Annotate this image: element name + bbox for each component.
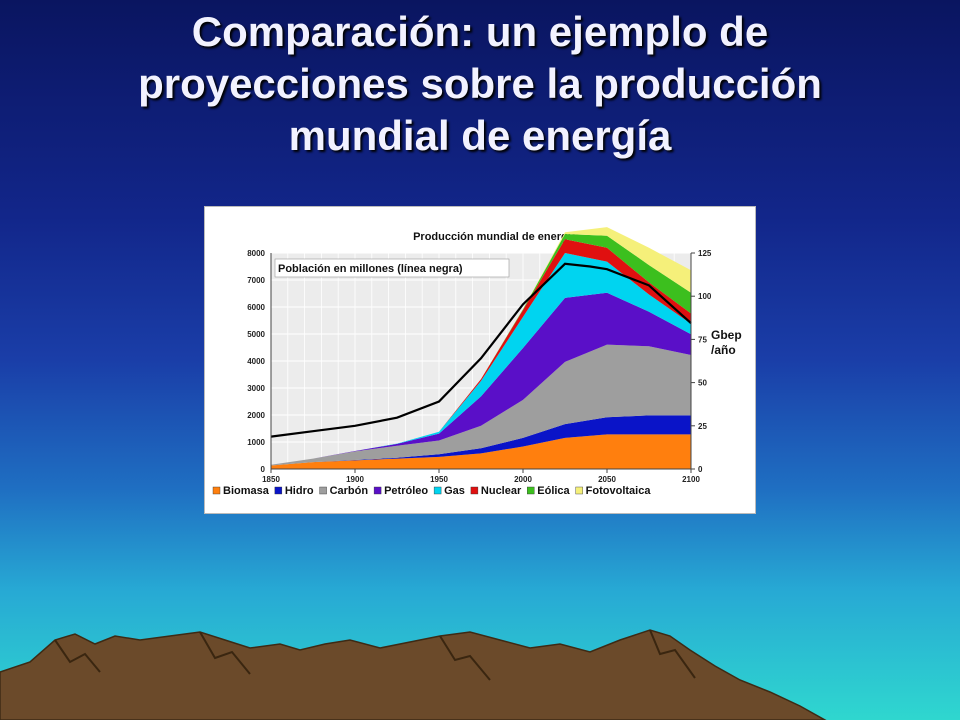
right-axis-label-line-2: /año xyxy=(711,343,736,357)
x-tick-1950: 1950 xyxy=(430,475,448,484)
right-tick-75: 75 xyxy=(698,335,707,344)
mountain-range xyxy=(0,629,827,720)
legend-swatch-gas xyxy=(433,486,442,495)
area-biomasa xyxy=(271,434,691,469)
area-fotovoltaica xyxy=(271,227,691,465)
legend-label-carbón: Carbón xyxy=(330,485,369,497)
legend-swatch-petróleo xyxy=(373,486,382,495)
right-tick-100: 100 xyxy=(698,292,712,301)
legend-swatch-eólica xyxy=(527,486,535,495)
right-tick-50: 50 xyxy=(698,379,707,388)
stacked-areas xyxy=(271,227,691,469)
x-tick-2000: 2000 xyxy=(514,475,532,484)
legend-label-hidro: Hidro xyxy=(285,485,314,497)
area-petróleo xyxy=(271,292,691,465)
annotation-group: Población en millones (línea negra) xyxy=(274,258,510,278)
axes: 0 1000 2000 3000 4000 5000 6000 7000 8000 0 25 50 75… xyxy=(247,249,712,484)
legend-label-eólica: Eólica xyxy=(537,485,570,497)
legend-swatch-carbón xyxy=(319,486,327,495)
mountain-ridge-2 xyxy=(199,631,251,675)
population-line xyxy=(270,262,692,438)
left-tick-7000: 7000 xyxy=(247,276,265,285)
mountain-ridge-3 xyxy=(439,635,491,681)
x-tick-1900: 1900 xyxy=(346,475,364,484)
legend-swatch-biomasa xyxy=(212,486,221,495)
mountain-ridge-1 xyxy=(54,639,101,673)
x-tick-1850: 1850 xyxy=(262,475,280,484)
slide-title-line-2: proyecciones sobre la producción xyxy=(138,60,822,107)
legend-swatch-hidro xyxy=(274,486,283,495)
left-tick-3000: 3000 xyxy=(247,384,265,393)
legend-label-nuclear: Nuclear xyxy=(481,485,522,497)
mountain-ridge-4 xyxy=(649,629,696,679)
slide-title-line-1: Comparación: un ejemplo de xyxy=(191,8,769,55)
left-tick-8000: 8000 xyxy=(247,249,265,258)
legend-swatch-nuclear xyxy=(470,486,479,495)
left-tick-1000: 1000 xyxy=(247,438,265,447)
chart-title: Producción mundial de energía xyxy=(413,231,578,243)
left-tick-6000: 6000 xyxy=(247,303,265,312)
right-axis-label-line-1: Gbep xyxy=(711,328,742,342)
x-tick-2100: 2100 xyxy=(682,475,700,484)
area-carbón xyxy=(271,344,691,466)
right-tick-0: 0 xyxy=(698,465,703,474)
left-tick-0: 0 xyxy=(261,465,266,474)
right-tick-125: 125 xyxy=(698,249,712,258)
legend-label-fotovoltaica: Fotovoltaica xyxy=(586,485,652,497)
population-line-group xyxy=(270,262,692,438)
left-tick-5000: 5000 xyxy=(247,330,265,339)
left-tick-4000: 4000 xyxy=(247,357,265,366)
legend: Biomasa Hidro Carbón Petróleo Gas Nuclear Eóli… xyxy=(212,485,652,497)
annotation-box xyxy=(274,258,510,278)
slide-title: Comparación: un ejemplo de proyecciones … xyxy=(0,6,960,162)
chart-frame: Producción mundial de energía 0 1000 2000 3… xyxy=(204,206,756,514)
legend-label-biomasa: Biomasa xyxy=(223,485,270,497)
right-tick-25: 25 xyxy=(698,422,707,431)
x-tick-2050: 2050 xyxy=(598,475,616,484)
legend-swatch-fotovoltaica xyxy=(575,486,583,495)
energy-production-chart: Producción mundial de energía 0100020003… xyxy=(212,227,742,497)
population-annotation: Población en millones (línea negra) xyxy=(278,263,463,275)
area-hidro xyxy=(271,415,691,466)
legend-label-gas: Gas xyxy=(444,485,465,497)
right-axis-label: Gbep /año xyxy=(711,328,742,357)
left-tick-2000: 2000 xyxy=(247,411,265,420)
legend-label-petróleo: Petróleo xyxy=(384,485,428,497)
mountain-range-illustration xyxy=(0,629,827,720)
slide-title-line-3: mundial de energía xyxy=(288,112,672,159)
